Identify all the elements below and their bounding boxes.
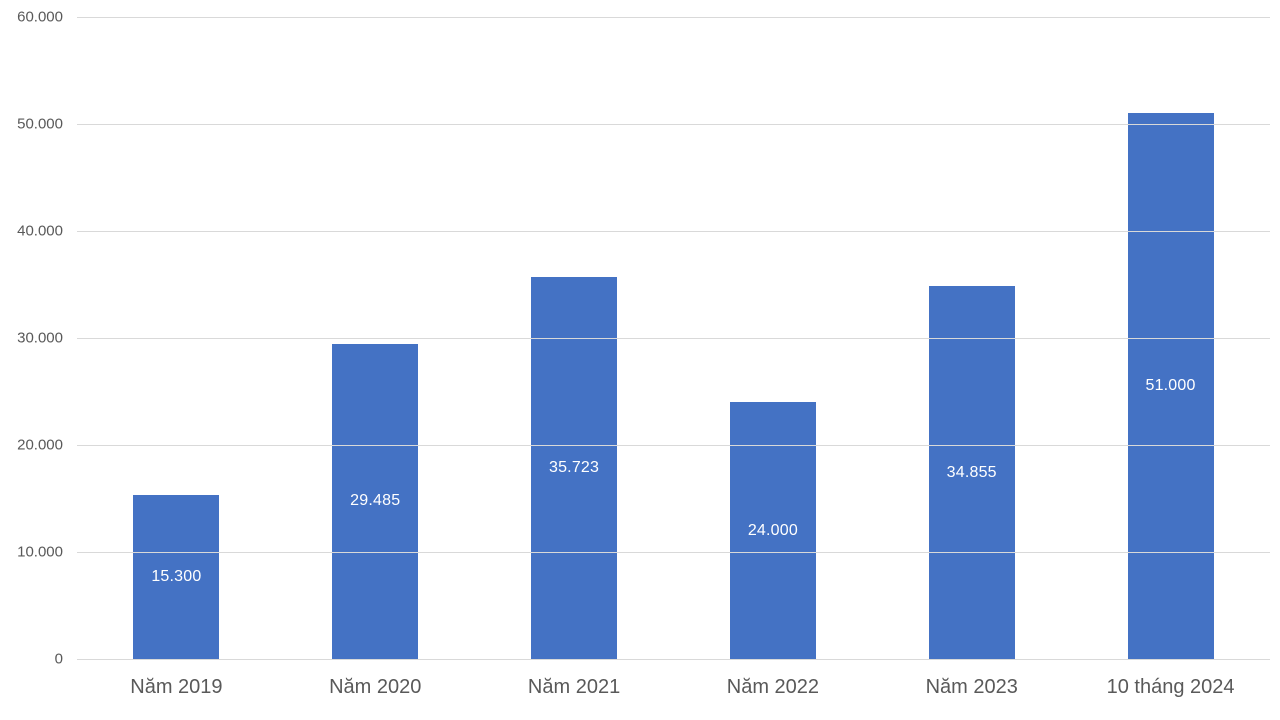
y-axis-tick-label: 30.000 xyxy=(17,329,63,347)
gridline xyxy=(77,124,1270,125)
bar-value-label: 51.000 xyxy=(1145,377,1196,395)
x-axis-category-label: Năm 2022 xyxy=(726,676,820,698)
bar-value-label: 15.300 xyxy=(151,568,202,586)
x-axis-category-label: Năm 2020 xyxy=(329,676,422,698)
gridline xyxy=(77,552,1270,554)
bar-slot: 34.855 xyxy=(872,17,1071,659)
plot-area: 15.300 29.485 35.723 24.000 34.855 51.000 xyxy=(77,17,1270,660)
y-axis-tick-label: 50.000 xyxy=(17,115,63,133)
y-axis-tick-label: 20.000 xyxy=(17,436,63,454)
bar[interactable]: 24.000 xyxy=(729,402,816,659)
bar-value-label: 29.485 xyxy=(350,492,401,510)
bar[interactable]: 35.723 xyxy=(531,276,618,659)
bar-slot: 24.000 xyxy=(673,17,872,659)
gridline xyxy=(77,17,1270,18)
x-axis: Năm 2019 Năm 2020 Năm 2021 Năm 2022 Năm 2023… xyxy=(77,676,1270,699)
bar[interactable]: 29.485 xyxy=(332,343,419,659)
bar-value-label: 35.723 xyxy=(548,458,600,476)
bar[interactable]: 51.000 xyxy=(1127,113,1214,659)
bar[interactable]: 15.300 xyxy=(133,495,220,659)
bar-slot: 35.723 xyxy=(475,17,674,659)
y-axis-tick-label: 0 xyxy=(54,650,63,668)
y-axis-tick-label: 40.000 xyxy=(17,222,63,240)
x-axis-category-label: 10 tháng 2024 xyxy=(1106,676,1235,698)
bar-slot: 51.000 xyxy=(1071,17,1270,659)
y-axis: 0 10.000 20.000 30.000 40.000 50.000 60.000 xyxy=(0,10,63,667)
gridline xyxy=(77,659,1270,660)
bar-value-label: 34.855 xyxy=(946,463,997,481)
bar-value-label: 24.000 xyxy=(747,521,798,539)
gridline xyxy=(77,231,1270,233)
bar-series: 15.300 29.485 35.723 24.000 34.855 51.000 xyxy=(77,17,1270,659)
y-axis-tick-label: 10.000 xyxy=(17,543,63,561)
bar-slot: 15.300 xyxy=(77,17,276,659)
bar-slot: 29.485 xyxy=(276,17,475,659)
y-axis-tick-label: 60.000 xyxy=(17,8,63,26)
x-axis-category-label: Năm 2019 xyxy=(130,676,223,698)
gridline xyxy=(77,338,1270,339)
gridline xyxy=(77,445,1270,447)
bar[interactable]: 34.855 xyxy=(928,286,1015,659)
x-axis-category-label: Năm 2023 xyxy=(925,676,1018,698)
x-axis-category-label: Năm 2021 xyxy=(527,676,621,698)
